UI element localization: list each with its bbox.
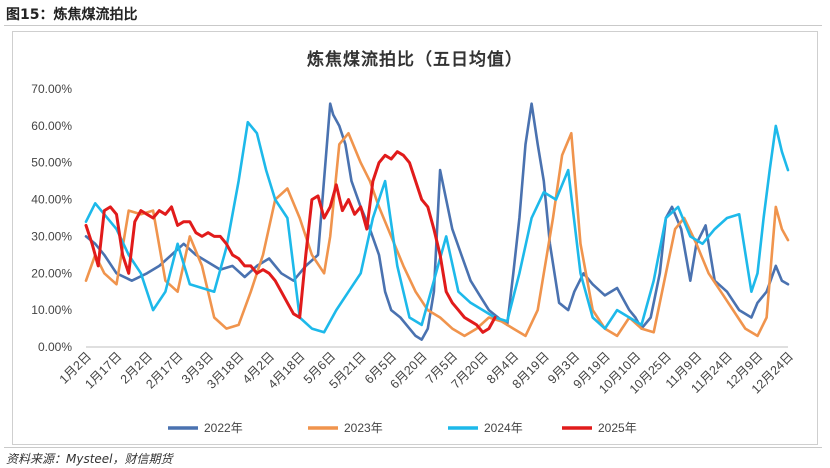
chart-title: 炼焦煤流拍比（五日均值） <box>307 49 523 70</box>
series-line-2023年 <box>84 131 790 338</box>
legend-label: 2022年 <box>204 421 243 435</box>
y-tick-label: 20.00% <box>31 266 72 280</box>
y-tick-label: 70.00% <box>31 82 72 96</box>
footer-divider <box>4 447 822 448</box>
figure-title: 图15：炼焦煤流拍比 <box>6 7 138 23</box>
y-tick-label: 60.00% <box>31 119 72 133</box>
y-tick-label: 50.00% <box>31 156 72 170</box>
series-line-2024年 <box>84 120 790 334</box>
y-axis: 0.00% 10.00% 20.00% 30.00% 40.00% 50.00% 60.00… <box>31 82 72 354</box>
series-lines <box>84 102 790 341</box>
chart-frame <box>12 31 818 445</box>
series-line-2022年 <box>84 102 790 341</box>
legend-label: 2025年 <box>598 421 637 435</box>
y-tick-label: 0.00% <box>38 340 72 354</box>
y-tick-label: 40.00% <box>31 193 72 207</box>
legend: 2022年 2023年 2024年 2025年 <box>168 421 637 435</box>
legend-label: 2023年 <box>344 421 383 435</box>
y-tick-label: 30.00% <box>31 229 72 243</box>
legend-label: 2024年 <box>484 421 523 435</box>
source-note: 资料来源：Mysteel，财信期货 <box>6 452 173 466</box>
x-axis: 1月2日1月17日2月2日2月17日3月3日3月18日4月2日4月18日5月6日… <box>57 349 796 396</box>
y-tick-label: 10.00% <box>31 303 72 317</box>
title-divider <box>4 25 822 26</box>
series-line-2025年 <box>84 150 497 334</box>
